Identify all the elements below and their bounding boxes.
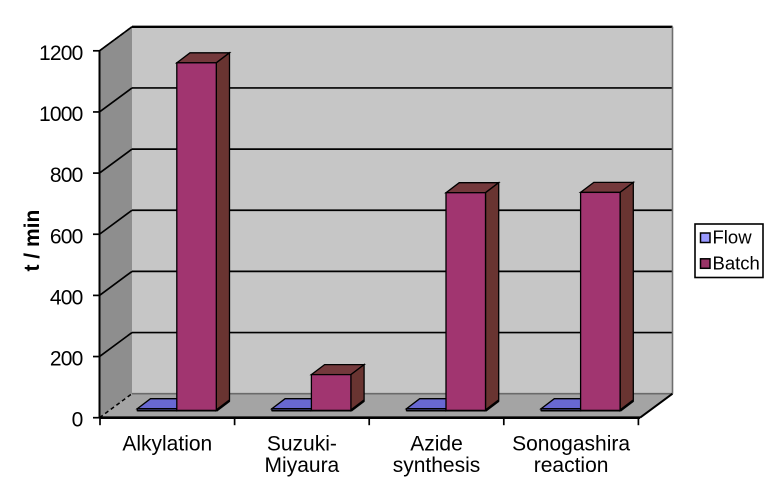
svg-text:1000: 1000 <box>39 103 83 126</box>
svg-text:Batch: Batch <box>713 252 760 273</box>
svg-text:t / min: t / min <box>21 210 44 272</box>
svg-text:800: 800 <box>50 164 83 187</box>
svg-text:1200: 1200 <box>39 42 83 65</box>
svg-text:Flow: Flow <box>713 227 753 248</box>
svg-text:Alkylation: Alkylation <box>122 433 212 456</box>
svg-text:0: 0 <box>72 409 83 432</box>
svg-text:600: 600 <box>50 225 83 248</box>
svg-text:Suzuki-: Suzuki- <box>267 433 337 456</box>
svg-text:400: 400 <box>50 286 83 309</box>
svg-text:200: 200 <box>50 348 83 371</box>
svg-text:Sonogashira: Sonogashira <box>512 433 630 456</box>
svg-text:Azide: Azide <box>410 433 463 456</box>
svg-text:Miyaura: Miyaura <box>265 454 340 477</box>
svg-text:synthesis: synthesis <box>393 454 481 477</box>
svg-text:reaction: reaction <box>534 454 609 477</box>
